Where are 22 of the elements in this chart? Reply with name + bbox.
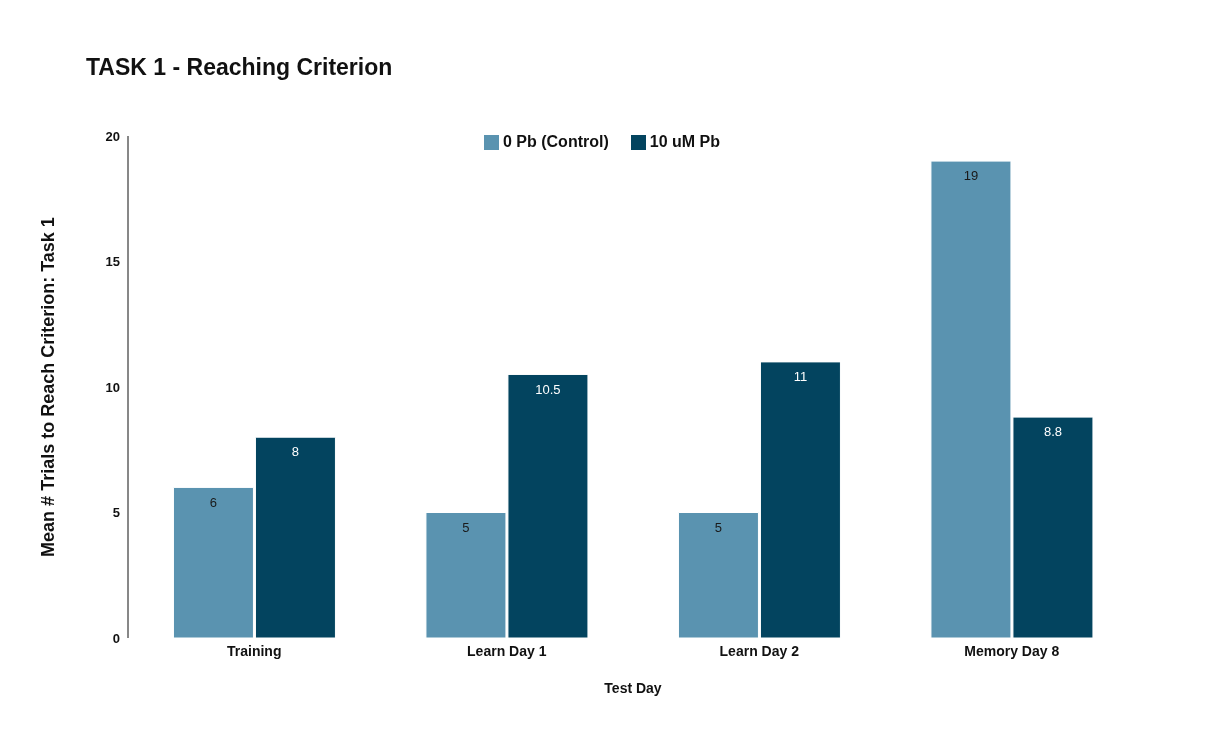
x-tick-label: Memory Day 8 [964, 642, 1060, 659]
x-axis-title: Test Day [604, 680, 662, 696]
y-tick-label: 10 [105, 379, 120, 395]
data-label: 19 [963, 168, 979, 184]
y-axis-title: Mean # Trials to Reach Criterion: Task 1 [38, 217, 59, 557]
chart-title: TASK 1 - Reaching Criterion [86, 54, 393, 81]
y-tick-label: 15 [105, 254, 120, 270]
data-label: 6 [209, 494, 218, 510]
data-label: 5 [462, 519, 470, 535]
data-label: 8 [291, 444, 300, 460]
y-tick-label: 0 [112, 630, 120, 646]
x-tick-label: Training [227, 642, 282, 659]
y-tick-label: 5 [112, 505, 120, 521]
data-label: 8.8 [1043, 424, 1062, 440]
legend-label: 0 Pb (Control) [503, 133, 609, 150]
legend-label: 10 uM Pb [649, 133, 720, 150]
data-label: 11 [793, 369, 808, 385]
x-tick-label: Learn Day 2 [719, 642, 800, 659]
y-tick-label: 20 [105, 128, 120, 144]
data-label: 5 [714, 519, 723, 535]
data-label: 10.5 [535, 381, 561, 397]
x-tick-label: Learn Day 1 [467, 642, 547, 659]
